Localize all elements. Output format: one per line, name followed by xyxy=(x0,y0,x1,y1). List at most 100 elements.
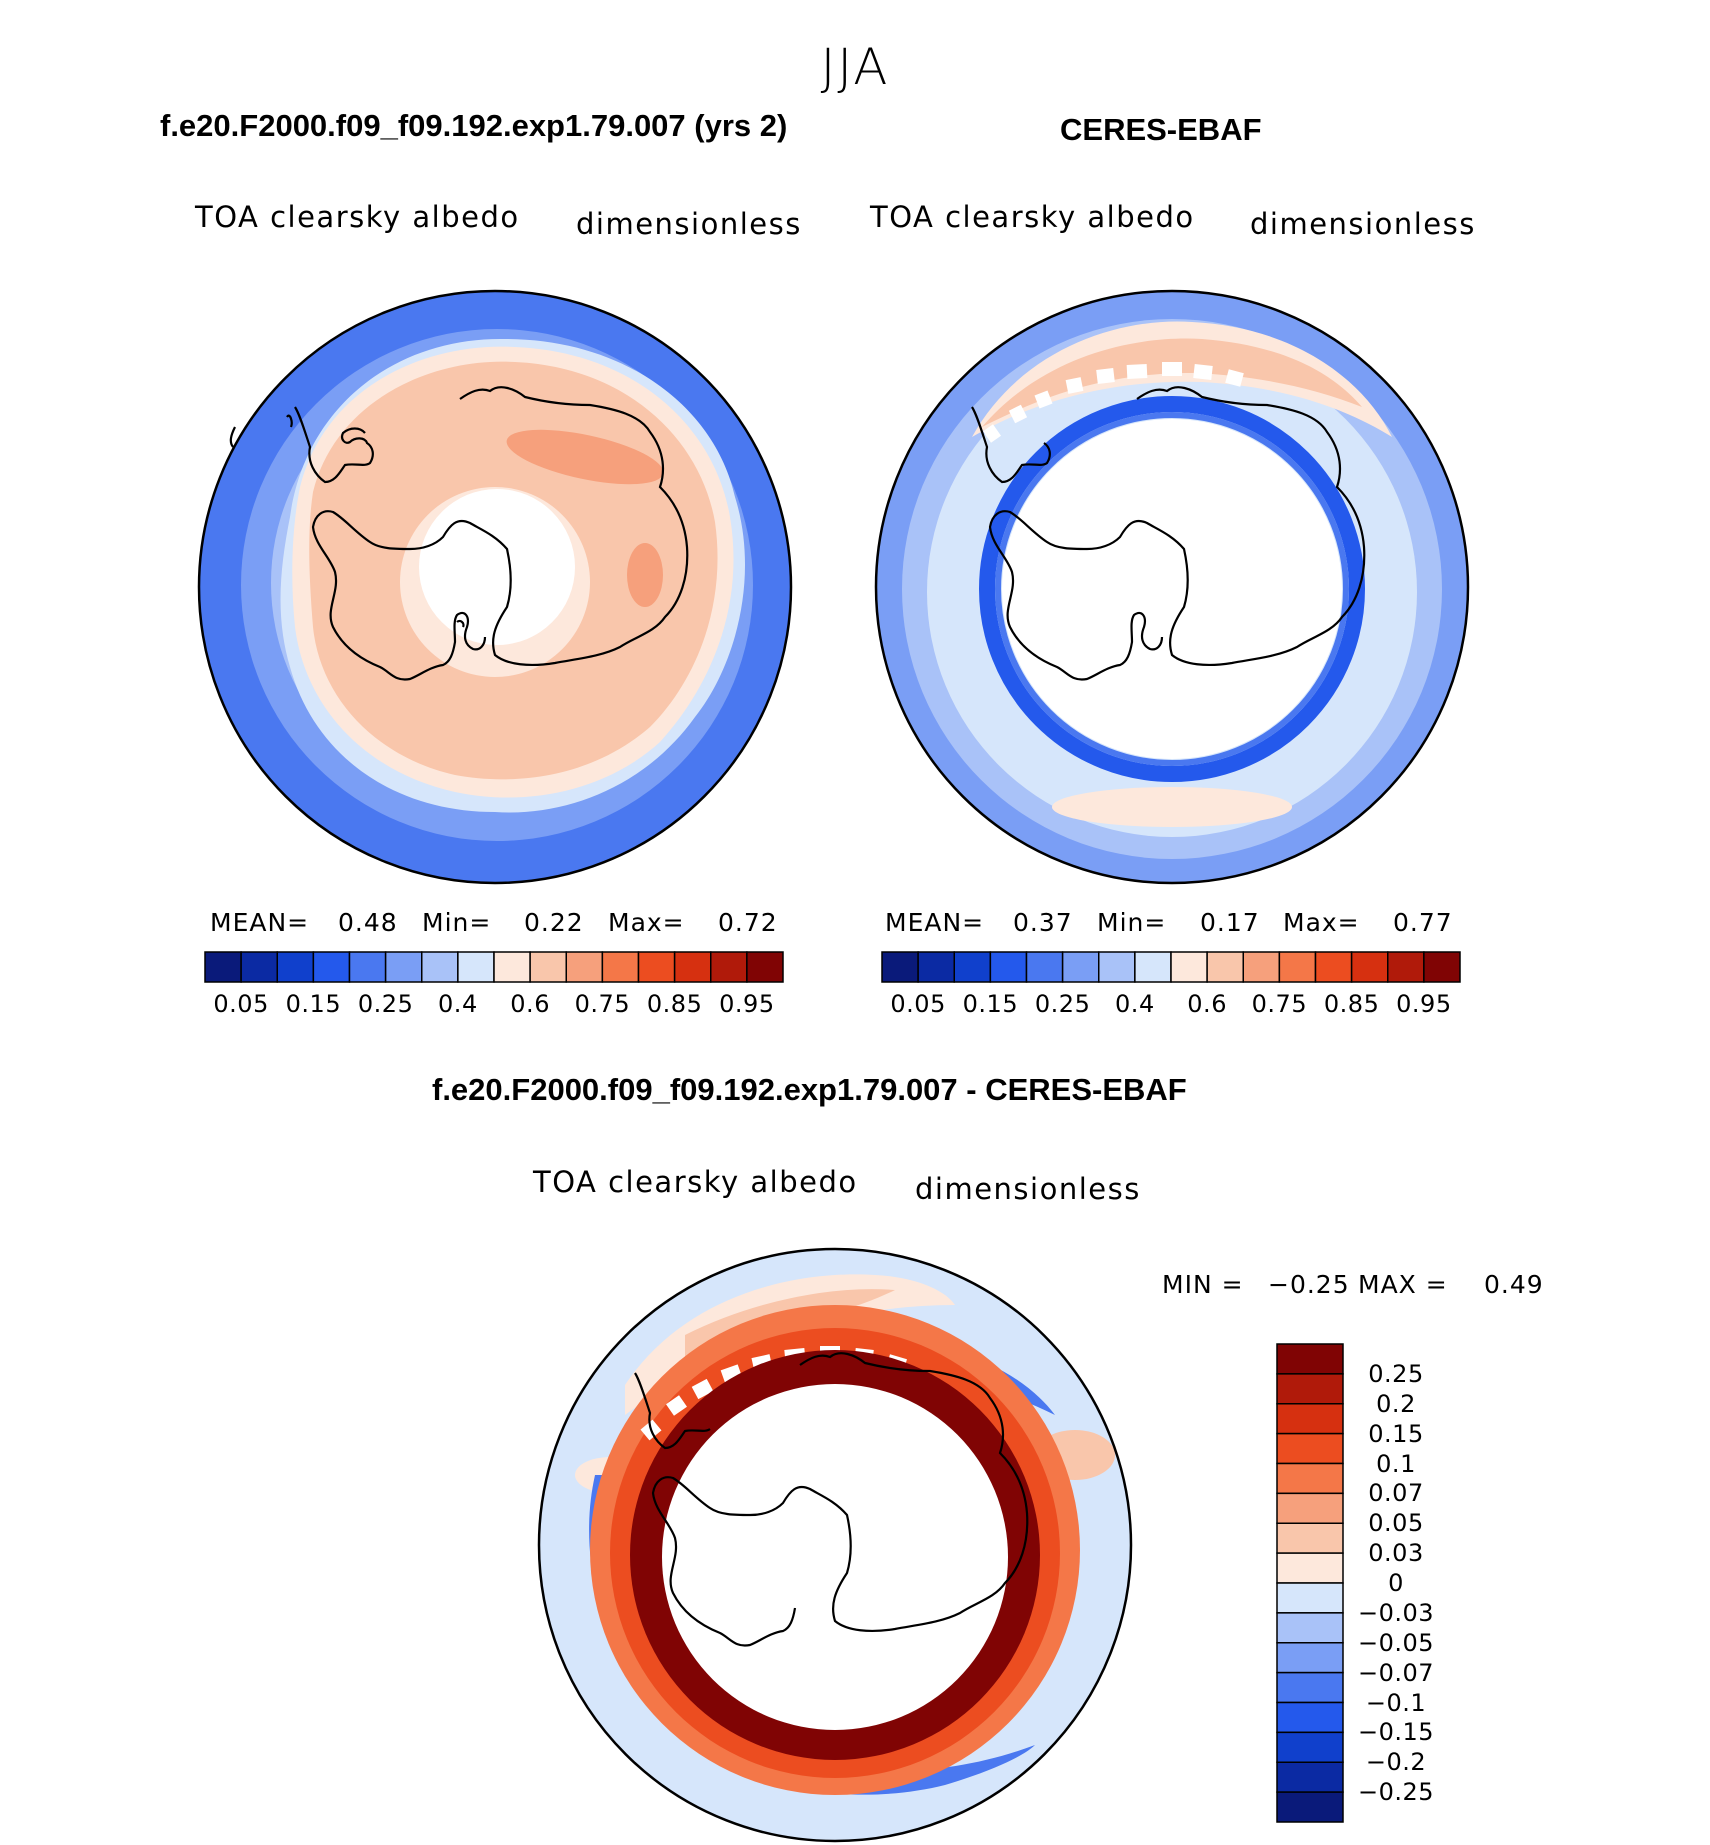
colorbar-swatch xyxy=(1276,1462,1344,1495)
colorbar-tick-label: −0.2 xyxy=(1365,1748,1427,1777)
p2-antarctica-coastline xyxy=(971,386,1366,681)
panel2-units: dimensionless xyxy=(1250,207,1476,241)
colorbar-swatch xyxy=(1276,1552,1344,1584)
colorbar-tick-label: 0.05 xyxy=(890,990,946,1018)
colorbar-swatch xyxy=(1025,951,1064,983)
colorbar-swatch xyxy=(1098,951,1136,983)
colorbar-tick-label: 0.05 xyxy=(213,990,269,1018)
colorbar-swatch xyxy=(1276,1701,1344,1734)
colorbar-swatch xyxy=(312,951,351,983)
panel1-mean-label: MEAN= xyxy=(210,908,310,937)
p3-pole-mask xyxy=(662,1384,1008,1730)
colorbar-tick-label: −0.1 xyxy=(1365,1688,1427,1717)
colorbar-swatch xyxy=(348,951,387,983)
colorbar-swatch xyxy=(1276,1671,1344,1704)
colorbar-swatch xyxy=(1387,951,1425,983)
colorbar-swatch xyxy=(953,951,992,983)
colorbar-tick-label: 0.4 xyxy=(1115,990,1155,1018)
colorbar-swatch xyxy=(1278,951,1317,983)
colorbar-swatch xyxy=(601,951,640,983)
colorbar-swatch xyxy=(1134,951,1172,983)
colorbar-tick-label: 0.95 xyxy=(719,990,775,1018)
colorbar-swatch xyxy=(1276,1791,1344,1823)
panel1-variable: TOA clearsky albedo xyxy=(195,200,520,234)
colorbar-tick-label: 0.75 xyxy=(1251,990,1308,1018)
panel1-title: f.e20.F2000.f09_f09.192.exp1.79.007 (yrs… xyxy=(160,108,788,143)
colorbar-swatch xyxy=(1276,1761,1344,1793)
panel2-min-label: Min= xyxy=(1097,908,1167,937)
colorbar-swatch xyxy=(1276,1582,1344,1614)
panel1-colorbar xyxy=(204,951,784,983)
panel2-title: CERES-EBAF xyxy=(1060,112,1262,147)
panel3-title: f.e20.F2000.f09_f09.192.exp1.79.007 - CE… xyxy=(432,1072,1187,1107)
colorbar-swatch xyxy=(1276,1492,1344,1524)
panel2-min-value: 0.17 xyxy=(1200,908,1260,937)
colorbar-swatch xyxy=(746,951,784,983)
p1-max-northeast xyxy=(627,543,663,607)
colorbar-swatch xyxy=(1276,1731,1344,1763)
panel1-colorbar-ticks: 0.05 0.15 0.25 0.4 0.6 0.75 0.85 0.95 xyxy=(205,990,783,1020)
panel2-mean-value: 0.37 xyxy=(1013,908,1073,937)
colorbar-tick-label: −0.03 xyxy=(1357,1598,1435,1627)
panel2-max-label: Max= xyxy=(1283,908,1360,937)
panel2-colorbar xyxy=(881,951,1461,983)
colorbar-tick-label: 0.6 xyxy=(1187,990,1227,1018)
colorbar-swatch xyxy=(240,951,278,983)
p2-ice-ring xyxy=(979,396,1365,782)
colorbar-swatch xyxy=(673,951,712,983)
p2-patch-south xyxy=(1052,787,1292,827)
figure-title: JJA xyxy=(820,38,890,96)
panel1-max-value: 0.72 xyxy=(718,908,778,937)
colorbar-swatch xyxy=(493,951,531,983)
colorbar-tick-label: 0.03 xyxy=(1368,1539,1424,1568)
colorbar-swatch xyxy=(1276,1343,1344,1375)
colorbar-swatch xyxy=(1276,1432,1344,1465)
colorbar-swatch xyxy=(565,951,604,983)
colorbar-swatch xyxy=(1061,951,1100,983)
p2-band-north xyxy=(972,321,1392,437)
p1-pole-hole xyxy=(419,489,575,645)
p1-max-east xyxy=(506,429,664,485)
colorbar-swatch xyxy=(1206,951,1244,983)
panel3-units: dimensionless xyxy=(915,1172,1141,1206)
panel3-map xyxy=(537,1247,1133,1843)
colorbar-swatch xyxy=(1276,1373,1344,1405)
panel3-colorbar-ticks: 0.25 0.2 0.15 0.1 0.07 0.05 0.03 0 −0.03 −0.05 −0.… xyxy=(1343,1344,1453,1822)
panel1-min-label: Min= xyxy=(422,908,492,937)
panel2-mean-label: MEAN= xyxy=(885,908,985,937)
colorbar-swatch xyxy=(710,951,748,983)
colorbar-swatch xyxy=(989,951,1028,983)
colorbar-tick-label: 0 xyxy=(1388,1569,1404,1597)
colorbar-swatch xyxy=(637,951,676,983)
colorbar-tick-label: −0.05 xyxy=(1357,1628,1435,1657)
colorbar-tick-label: 0.25 xyxy=(357,990,414,1018)
colorbar-tick-label: 0.85 xyxy=(1323,990,1380,1018)
colorbar-tick-label: 0.6 xyxy=(510,990,550,1018)
colorbar-tick-label: −0.25 xyxy=(1357,1778,1435,1807)
colorbar-tick-label: −0.07 xyxy=(1357,1658,1435,1687)
panel3-min-value: −0.25 xyxy=(1268,1270,1350,1299)
p2-map-border xyxy=(874,289,1470,885)
panel2-colorbar-ticks: 0.05 0.15 0.25 0.4 0.6 0.75 0.85 0.95 xyxy=(882,990,1460,1020)
colorbar-swatch xyxy=(457,951,495,983)
panel1-mean-value: 0.48 xyxy=(338,908,398,937)
panel2-map xyxy=(874,289,1470,885)
p2-white-breaks xyxy=(982,362,1244,443)
colorbar-tick-label: 0.25 xyxy=(1368,1359,1424,1388)
colorbar-swatch xyxy=(204,951,242,983)
panel3-max-value: 0.49 xyxy=(1484,1270,1544,1299)
colorbar-swatch xyxy=(1423,951,1461,983)
colorbar-tick-label: 0.85 xyxy=(646,990,703,1018)
colorbar-swatch xyxy=(1276,1642,1344,1674)
colorbar-tick-label: 0.05 xyxy=(1368,1509,1424,1538)
colorbar-tick-label: 0.25 xyxy=(1034,990,1091,1018)
p3-antarctica-coastline xyxy=(634,1352,1029,1647)
colorbar-tick-label: 0.95 xyxy=(1396,990,1452,1018)
colorbar-tick-label: 0.15 xyxy=(1368,1419,1424,1448)
panel1-max-label: Max= xyxy=(608,908,685,937)
colorbar-swatch xyxy=(1276,1403,1344,1435)
p2-band-north-inner xyxy=(982,338,1362,427)
colorbar-tick-label: 0.07 xyxy=(1368,1479,1424,1508)
colorbar-swatch xyxy=(1350,951,1389,983)
panel3-colorbar xyxy=(1276,1343,1344,1823)
